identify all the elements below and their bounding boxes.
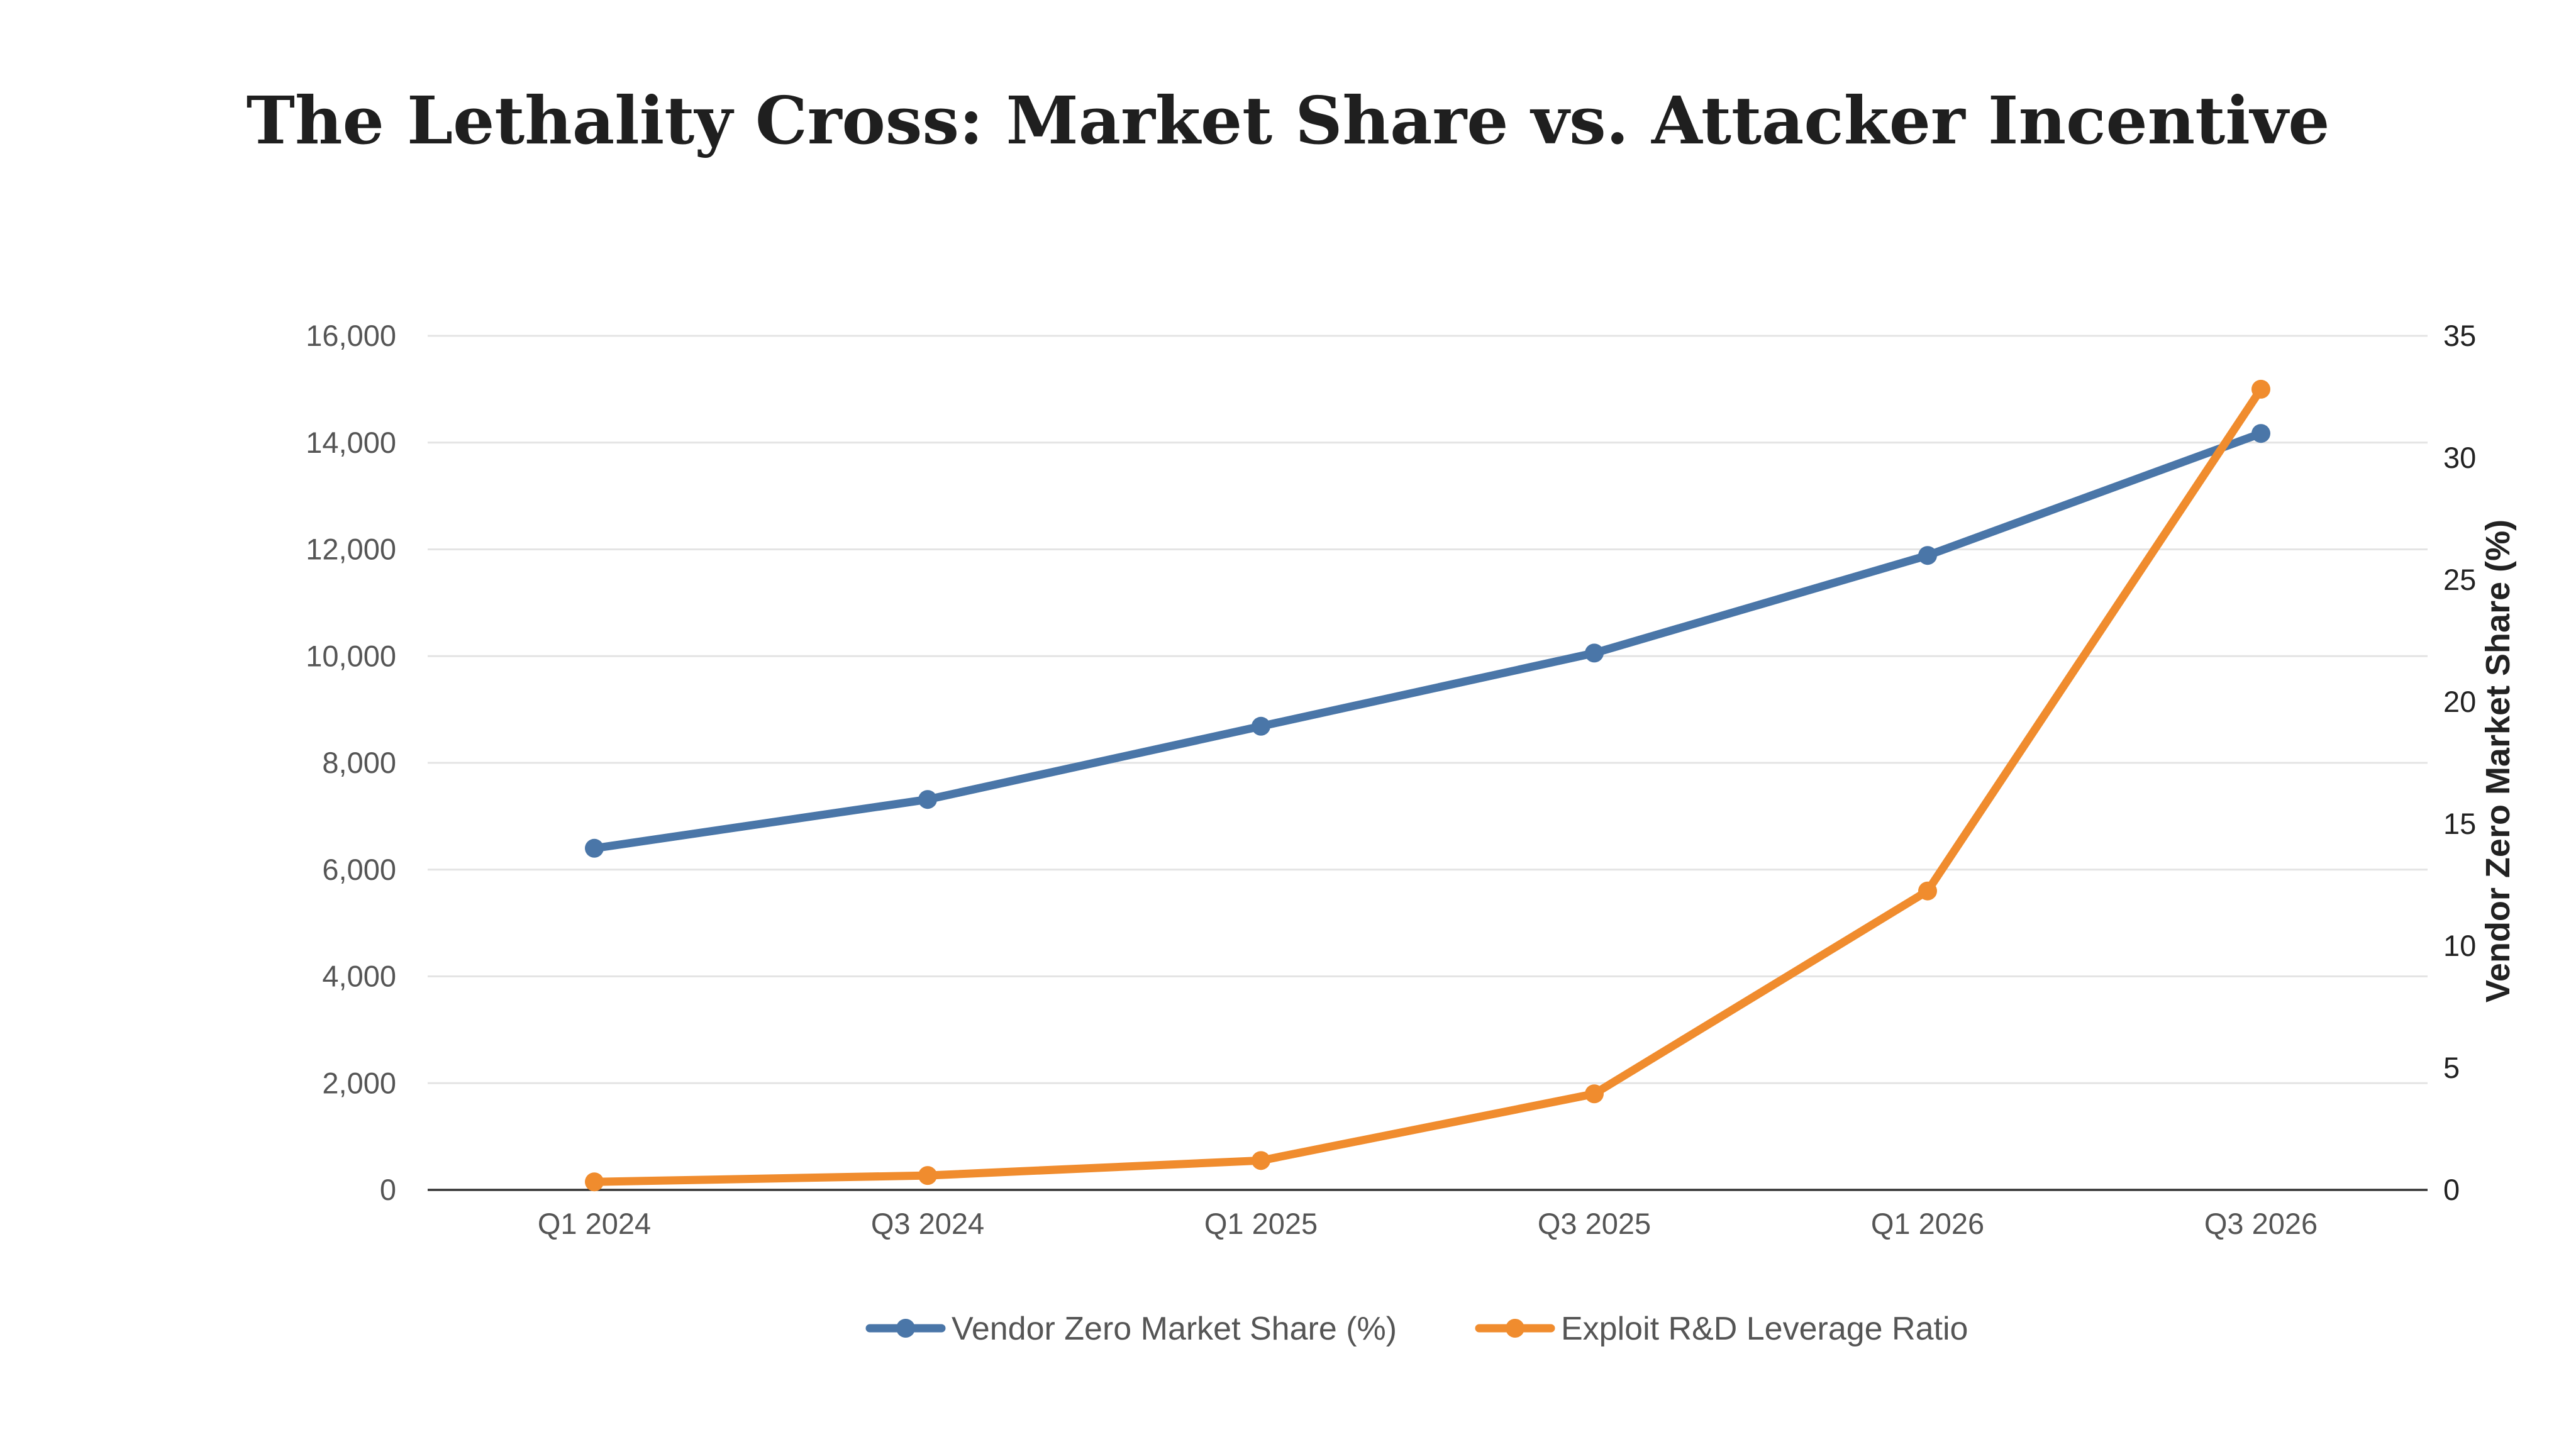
legend-label: Exploit R&D Leverage Ratio — [1561, 1311, 1968, 1347]
left-y-axis-ticks: 0 2,000 4,000 6,000 8,000 10,000 12,000 14,000 1… — [306, 319, 396, 1206]
legend-item-exploit-r-d-leverage-ratio: Exploit R&D Leverage Ratio — [1475, 1311, 1968, 1347]
right-y-tick-label: 20 — [2443, 685, 2476, 718]
data-point-vendor-zero-market-share — [918, 790, 937, 809]
series-vendor-zero-market-share — [585, 424, 2270, 858]
legend-marker-vendor-zero-market-share — [896, 1319, 915, 1338]
right-y-tick-label: 0 — [2443, 1173, 2460, 1206]
data-point-vendor-zero-market-share — [1585, 643, 1604, 663]
right-y-tick-label: 25 — [2443, 563, 2476, 596]
series-exploit-r-d-leverage-ratio — [585, 379, 2270, 1192]
data-point-exploit-r-d-leverage-ratio — [1585, 1084, 1604, 1104]
right-y-tick-label: 30 — [2443, 441, 2476, 474]
x-tick-label: Q1 2025 — [1204, 1207, 1318, 1240]
data-point-vendor-zero-market-share — [1252, 716, 1270, 736]
right-y-tick-label: 10 — [2443, 929, 2476, 962]
legend-label: Vendor Zero Market Share (%) — [952, 1311, 1397, 1347]
left-y-tick-label: 8,000 — [322, 746, 396, 779]
left-y-tick-label: 2,000 — [322, 1066, 396, 1099]
grid-lines — [428, 335, 2428, 1084]
right-y-tick-label: 35 — [2443, 319, 2476, 352]
legend-item-vendor-zero-market-share: Vendor Zero Market Share (%) — [865, 1311, 1397, 1347]
data-point-vendor-zero-market-share — [1918, 546, 1937, 565]
data-point-vendor-zero-market-share — [2251, 424, 2270, 443]
x-tick-label: Q1 2026 — [1871, 1207, 1984, 1240]
right-y-tick-label: 5 — [2443, 1051, 2460, 1084]
right-y-axis-ticks: 0 5 10 15 20 25 30 35 — [2443, 319, 2476, 1206]
left-y-tick-label: 16,000 — [306, 319, 396, 352]
series-line-vendor-zero-market-share — [590, 429, 2265, 853]
legend-marker-exploit-r-d-leverage-ratio — [1506, 1319, 1524, 1338]
data-point-vendor-zero-market-share — [585, 838, 604, 858]
left-y-tick-label: 0 — [380, 1173, 396, 1206]
x-tick-label: Q3 2024 — [871, 1207, 984, 1240]
data-point-exploit-r-d-leverage-ratio — [1252, 1151, 1270, 1170]
left-y-tick-label: 14,000 — [306, 426, 396, 459]
data-point-exploit-r-d-leverage-ratio — [585, 1172, 604, 1192]
series-line-exploit-r-d-leverage-ratio — [590, 385, 2265, 1186]
data-point-exploit-r-d-leverage-ratio — [918, 1166, 937, 1185]
x-axis-ticks: Q1 2024 Q3 2024 Q1 2025 Q3 2025 Q1 2026 Q3 20… — [538, 1207, 2318, 1240]
chart-title: The Lethality Cross: Market Share vs. At… — [247, 82, 2330, 159]
right-y-axis-title: Vendor Zero Market Share (%) — [2479, 519, 2517, 1002]
x-tick-label: Q1 2024 — [538, 1207, 651, 1240]
left-y-tick-label: 4,000 — [322, 960, 396, 993]
data-point-exploit-r-d-leverage-ratio — [2251, 379, 2270, 399]
x-tick-label: Q3 2025 — [1538, 1207, 1651, 1240]
left-y-tick-label: 12,000 — [306, 533, 396, 566]
right-y-tick-label: 15 — [2443, 807, 2476, 840]
series-layer — [585, 379, 2270, 1192]
data-point-exploit-r-d-leverage-ratio — [1918, 881, 1937, 901]
x-tick-label: Q3 2026 — [2204, 1207, 2318, 1240]
legend: Vendor Zero Market Share (%) Exploit R&D … — [865, 1311, 1968, 1347]
left-y-tick-label: 6,000 — [322, 853, 396, 886]
left-y-tick-label: 10,000 — [306, 639, 396, 672]
